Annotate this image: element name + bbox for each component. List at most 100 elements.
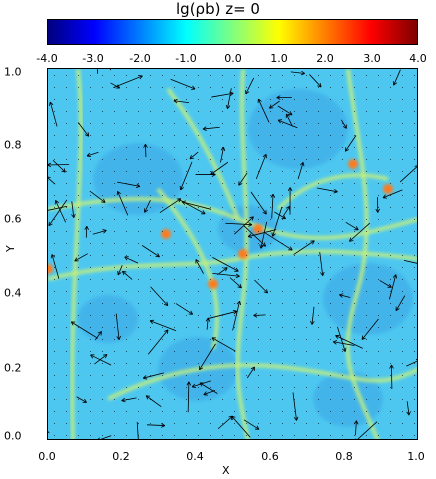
velocity-dot (366, 171, 367, 172)
velocity-dot (114, 243, 115, 244)
velocity-dot (138, 411, 139, 412)
density-field-plot (47, 68, 418, 440)
velocity-arrowhead (339, 294, 343, 298)
velocity-dot (354, 99, 355, 100)
velocity-dot (402, 315, 403, 316)
velocity-dot (270, 375, 271, 376)
velocity-dot (378, 435, 379, 436)
velocity-dot (126, 207, 127, 208)
velocity-arrow (337, 326, 346, 352)
velocity-dot (234, 207, 235, 208)
velocity-arrowhead (227, 105, 231, 109)
velocity-arrowhead (55, 200, 59, 204)
velocity-arrow (110, 82, 120, 89)
velocity-dot (234, 303, 235, 304)
velocity-dot (318, 267, 319, 268)
velocity-arrow (243, 225, 266, 247)
velocity-dot (138, 351, 139, 352)
velocity-dot (150, 279, 151, 280)
velocity-dot (390, 183, 391, 184)
velocity-dot (282, 195, 283, 196)
velocity-dot (54, 195, 55, 196)
velocity-dot (378, 363, 379, 364)
velocity-dot (150, 399, 151, 400)
velocity-dot (306, 327, 307, 328)
velocity-dot (162, 231, 163, 232)
velocity-arrowhead (102, 354, 108, 356)
velocity-dot (222, 255, 223, 256)
velocity-dot (102, 183, 103, 184)
velocity-dot (258, 375, 259, 376)
velocity-arrowhead (239, 283, 242, 288)
y-tick: 0.2 (4, 361, 22, 375)
velocity-dot (186, 363, 187, 364)
velocity-arrowhead (102, 229, 107, 231)
velocity-dot (342, 207, 343, 208)
velocity-arrowhead (192, 386, 197, 389)
velocity-dot (354, 207, 355, 208)
velocity-dot (366, 159, 367, 160)
velocity-dot (126, 159, 127, 160)
velocity-arrowhead (101, 201, 106, 203)
velocity-dot (66, 267, 67, 268)
velocity-dot (90, 327, 91, 328)
velocity-dot (330, 159, 331, 160)
velocity-dot (318, 183, 319, 184)
velocity-dot (270, 435, 271, 436)
velocity-arrowhead (300, 73, 305, 76)
velocity-dot (366, 291, 367, 292)
velocity-arrowhead (166, 301, 169, 306)
velocity-arrow (146, 424, 165, 426)
velocity-dot (246, 363, 247, 364)
velocity-dot (138, 183, 139, 184)
velocity-arrowhead (48, 223, 53, 227)
velocity-arrowhead (312, 240, 315, 245)
velocity-dot (102, 135, 103, 136)
velocity-dot (186, 255, 187, 256)
velocity-dot (126, 315, 127, 316)
velocity-dot (90, 423, 91, 424)
velocity-dot (414, 219, 415, 220)
velocity-dot (186, 387, 187, 388)
velocity-dot (114, 195, 115, 196)
velocity-dot (330, 423, 331, 424)
velocity-dot (294, 411, 295, 412)
velocity-arrowhead (144, 209, 149, 213)
velocity-dot (246, 207, 247, 208)
velocity-arrow (145, 144, 147, 158)
velocity-dot (402, 159, 403, 160)
velocity-arrowhead (319, 82, 322, 88)
velocity-dot (174, 315, 175, 316)
velocity-dot (162, 123, 163, 124)
velocity-arrowhead (248, 224, 253, 227)
velocity-dot (66, 315, 67, 316)
density-field-svg (48, 69, 417, 439)
velocity-dot (354, 279, 355, 280)
velocity-arrow (55, 200, 67, 223)
velocity-arrow (225, 222, 252, 226)
velocity-dot (342, 435, 343, 436)
velocity-dot (162, 159, 163, 160)
velocity-dot (162, 111, 163, 112)
velocity-dot (174, 255, 175, 256)
velocity-dot (198, 147, 199, 148)
velocity-arrowhead (161, 425, 166, 428)
velocity-dot (246, 255, 247, 256)
velocity-dot (222, 171, 223, 172)
velocity-dot (402, 99, 403, 100)
velocity-dot (198, 75, 199, 76)
velocity-arrowhead (149, 320, 153, 325)
y-axis-label: Y (4, 245, 17, 252)
velocity-dot (198, 327, 199, 328)
velocity-dot (186, 279, 187, 280)
velocity-dot (354, 375, 355, 376)
velocity-dot (282, 171, 283, 172)
velocity-dot (162, 267, 163, 268)
velocity-dot (162, 387, 163, 388)
velocity-dot (270, 315, 271, 316)
velocity-dot (354, 159, 355, 160)
velocity-arrowhead (143, 377, 148, 380)
velocity-dot (366, 87, 367, 88)
filament (48, 249, 417, 281)
velocity-dot (126, 291, 127, 292)
